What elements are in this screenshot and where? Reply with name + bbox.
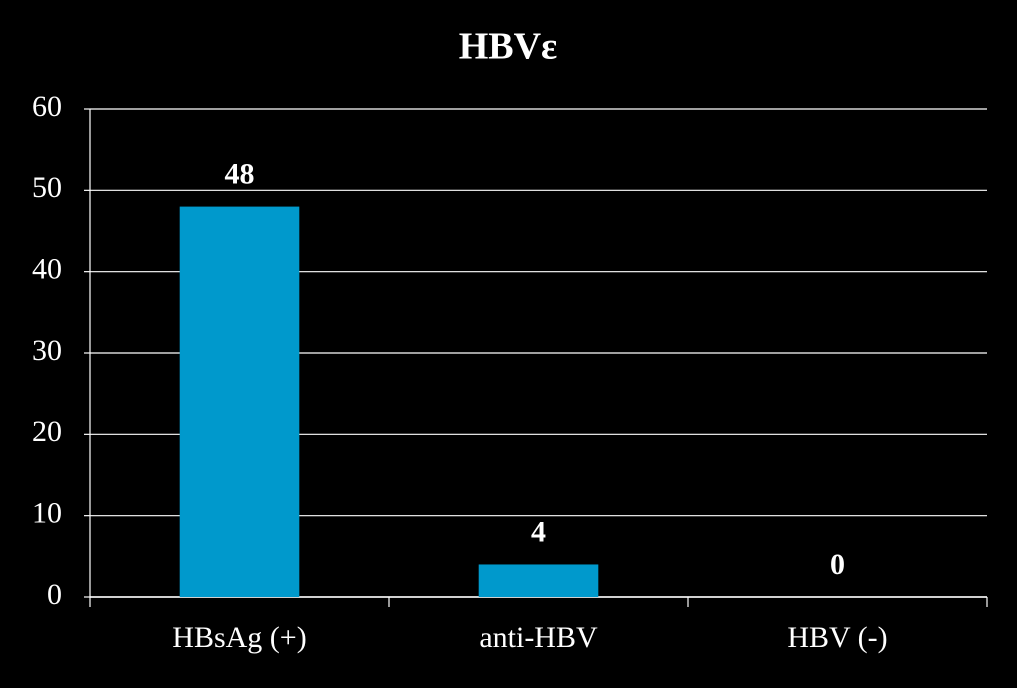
y-tick-label: 30: [32, 334, 62, 367]
data-label: 0: [830, 548, 845, 581]
x-tick-label: HBV (-): [787, 621, 887, 654]
x-tick-label: anti-HBV: [479, 621, 598, 654]
data-label: 48: [225, 157, 255, 190]
data-label: 4: [531, 515, 546, 548]
bar: [478, 564, 599, 597]
y-tick-label: 10: [32, 497, 62, 530]
bar: [179, 206, 300, 597]
chart-title: HBVε: [459, 26, 558, 68]
y-tick-label: 50: [32, 171, 62, 204]
y-tick-label: 60: [32, 90, 62, 123]
x-tick-label: HBsAg (+): [172, 621, 306, 654]
y-tick-label: 40: [32, 253, 62, 286]
y-tick-label: 20: [32, 415, 62, 448]
y-tick-label: 0: [47, 578, 62, 611]
